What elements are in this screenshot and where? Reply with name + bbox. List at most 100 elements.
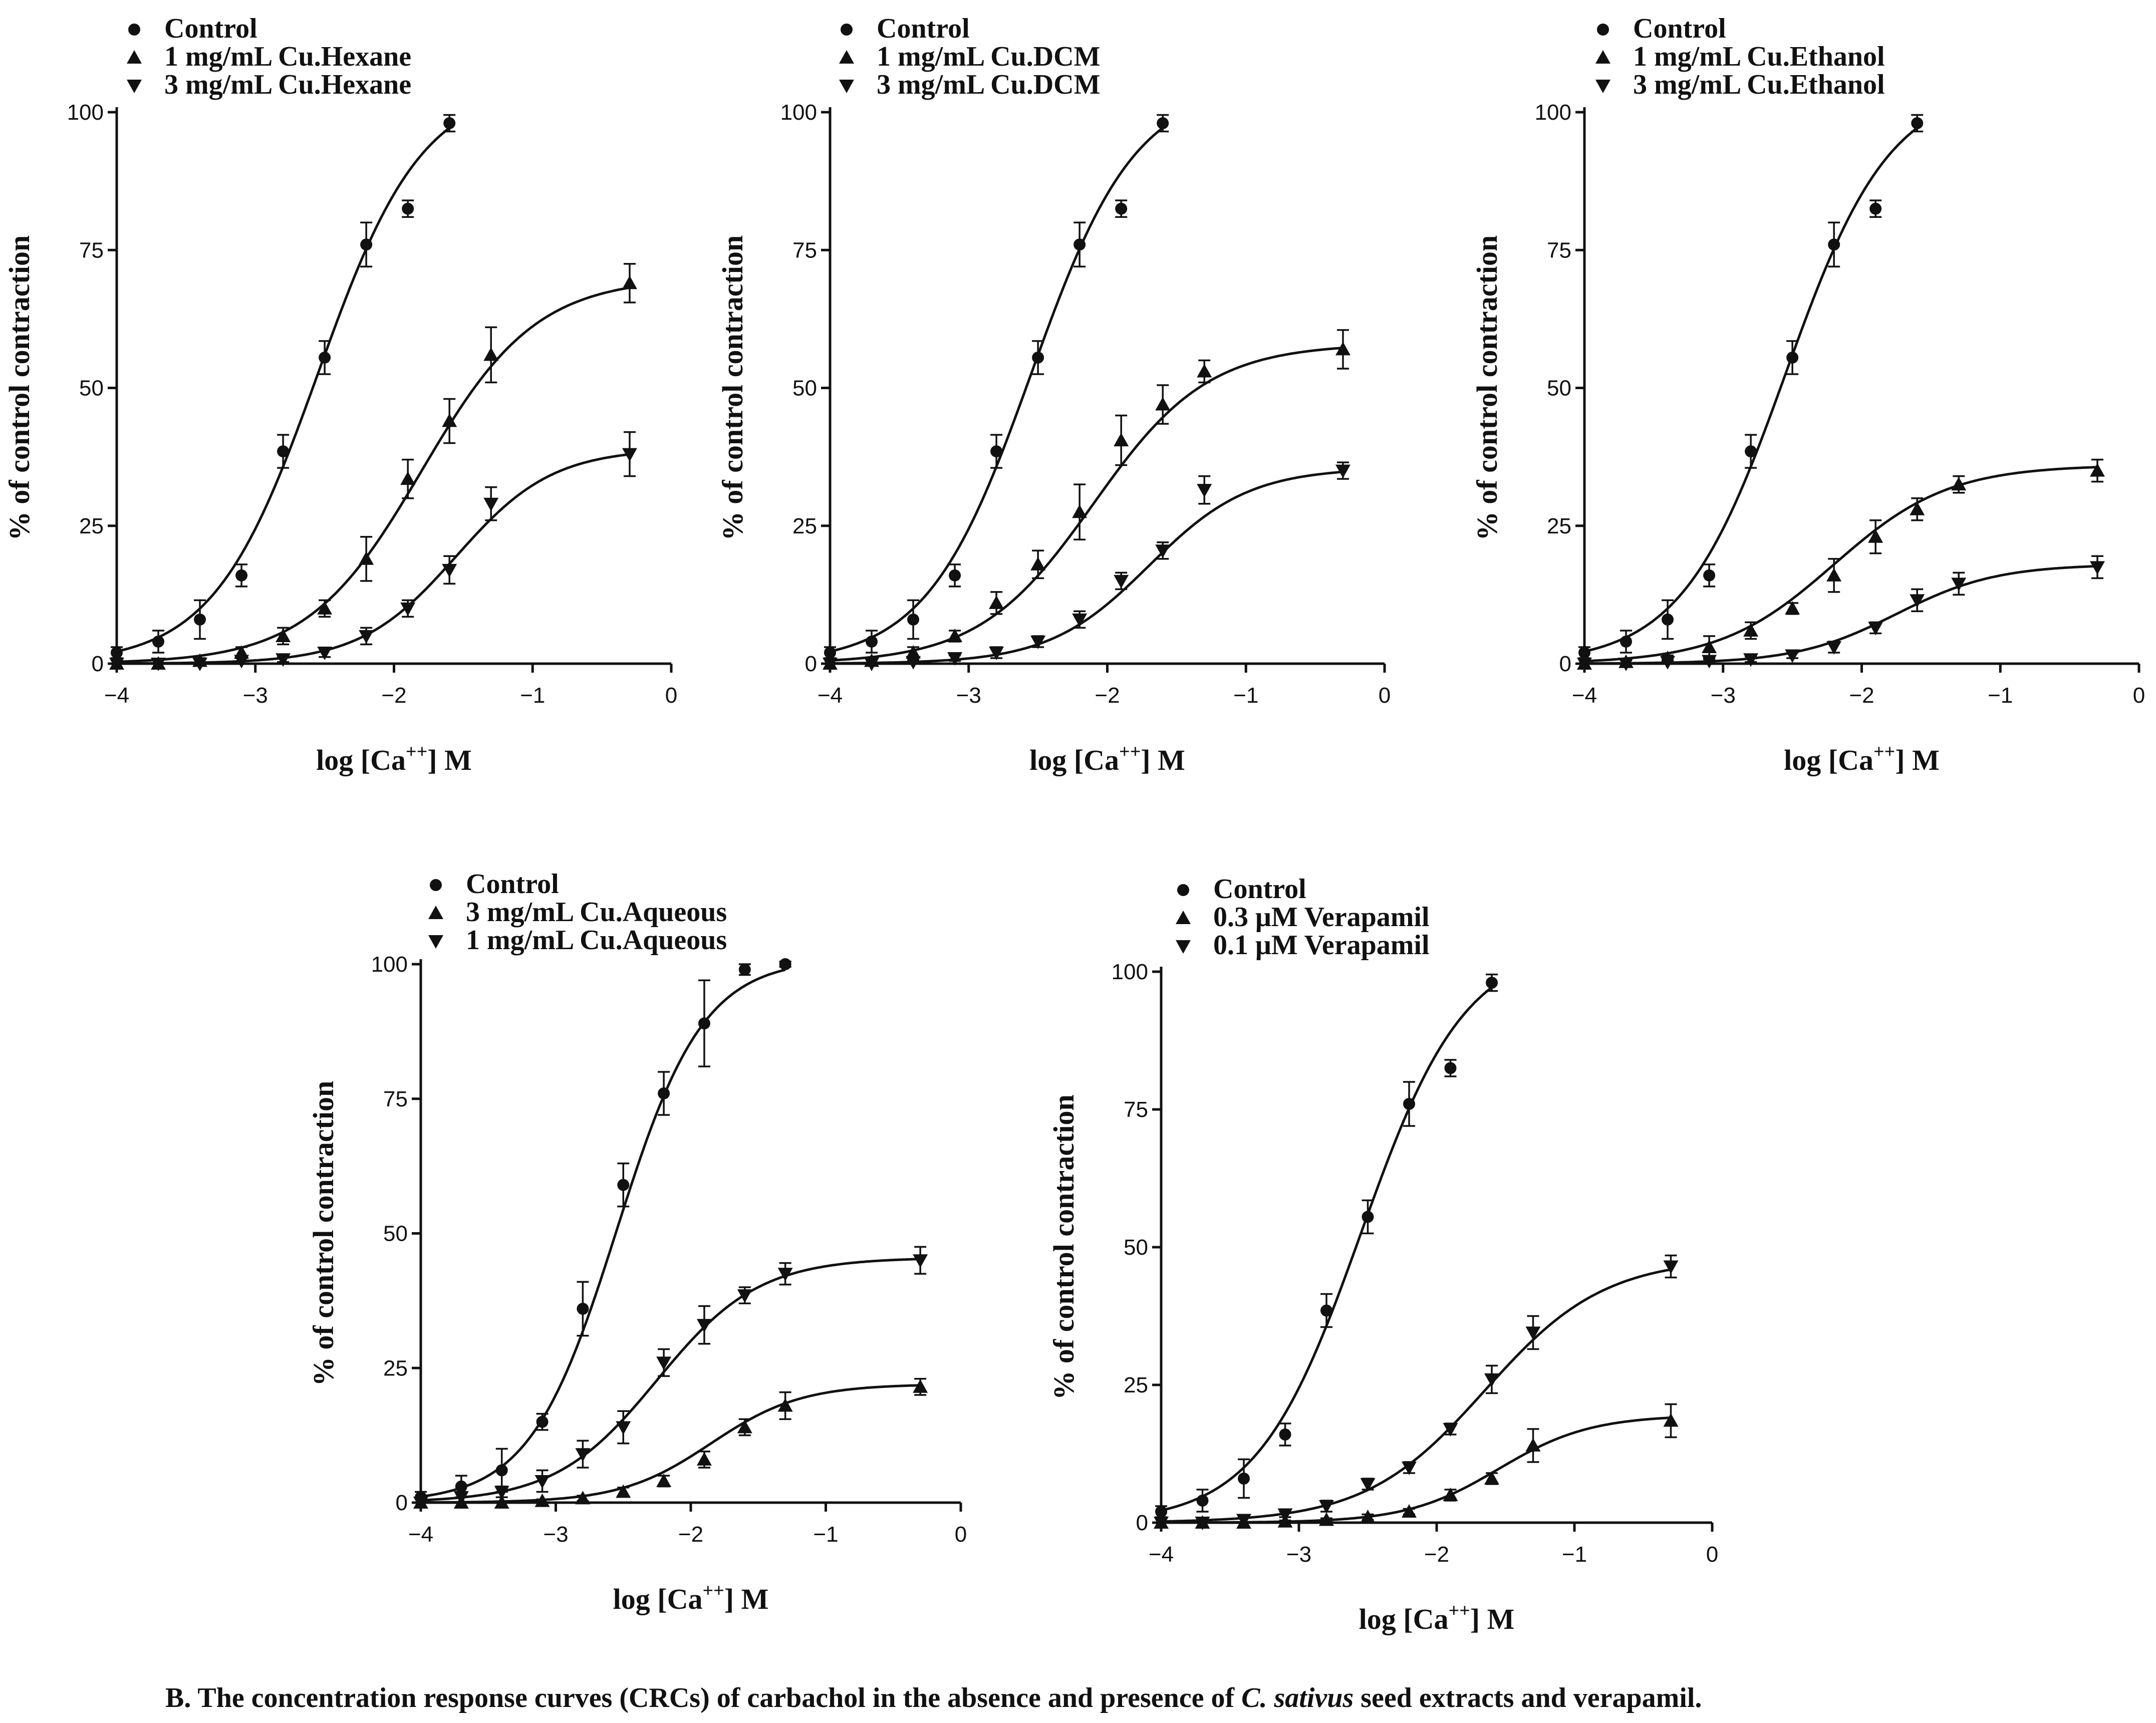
data-point bbox=[1195, 1517, 1210, 1530]
series-1 bbox=[1155, 973, 1498, 1518]
legend-label: 1 mg/mL Cu.Hexane bbox=[164, 41, 411, 72]
legend-label: 1 mg/mL Cu.DCM bbox=[877, 41, 1100, 72]
data-point bbox=[577, 1303, 589, 1315]
series-1 bbox=[111, 114, 456, 659]
x-axis-title: log [Ca++] M bbox=[1029, 741, 1185, 776]
x-axis-title-tail: ] M bbox=[427, 744, 472, 776]
x-tick-label: −2 bbox=[381, 683, 406, 708]
data-point bbox=[319, 351, 331, 364]
series-2 bbox=[1577, 458, 2105, 670]
data-point bbox=[1155, 1506, 1167, 1518]
legend-label: Control bbox=[164, 13, 257, 44]
data-point bbox=[400, 471, 416, 485]
data-point bbox=[400, 602, 416, 616]
data-point bbox=[1525, 1438, 1541, 1452]
chart-panel-4: 0 25 50 75 100 −4 −3 −2 −1 0 log [Ca++] M % of cont… bbox=[307, 869, 967, 1615]
data-point bbox=[1826, 567, 1842, 582]
x-axis-title-main: log [Ca bbox=[316, 744, 406, 776]
x-tick-label: 0 bbox=[665, 683, 677, 708]
series-2 bbox=[1154, 1403, 1679, 1529]
x-tick-label: −4 bbox=[408, 1522, 433, 1547]
data-point bbox=[1197, 364, 1212, 378]
y-tick-label: 100 bbox=[67, 100, 104, 125]
legend-marker bbox=[1595, 50, 1610, 64]
x-axis-title: log [Ca++] M bbox=[316, 741, 472, 776]
y-axis-title: % of control contraction bbox=[307, 1081, 340, 1386]
data-point bbox=[1319, 1500, 1334, 1514]
y-tick-label: 100 bbox=[780, 100, 817, 125]
data-point bbox=[1486, 977, 1498, 989]
x-tick-label: −1 bbox=[1562, 1542, 1587, 1567]
fitted-curve bbox=[1161, 1416, 1671, 1524]
data-point bbox=[276, 628, 291, 642]
legend-marker bbox=[127, 80, 142, 93]
data-point bbox=[906, 645, 921, 659]
x-axis-title: log [Ca++] M bbox=[613, 1580, 769, 1615]
data-point bbox=[1663, 1413, 1679, 1427]
data-point bbox=[1362, 1211, 1374, 1223]
x-tick-label: 0 bbox=[1706, 1542, 1718, 1567]
data-point bbox=[947, 652, 963, 666]
data-point bbox=[1663, 1260, 1679, 1274]
data-point bbox=[1157, 117, 1169, 130]
data-point bbox=[1030, 635, 1046, 649]
x-axis-title-main: log [Ca bbox=[1029, 744, 1119, 776]
legend-label: 3 mg/mL Cu.Hexane bbox=[164, 69, 411, 100]
data-point bbox=[1660, 656, 1676, 670]
data-point bbox=[1444, 1062, 1457, 1074]
data-point bbox=[622, 448, 637, 462]
data-point bbox=[455, 1480, 467, 1493]
data-point bbox=[1335, 342, 1351, 356]
data-point bbox=[360, 238, 373, 251]
data-point bbox=[534, 1475, 550, 1489]
y-tick-label: 0 bbox=[805, 652, 817, 676]
y-tick-label: 0 bbox=[92, 652, 104, 676]
data-point bbox=[1525, 1326, 1541, 1340]
x-tick-label: −1 bbox=[520, 683, 545, 708]
data-point bbox=[1786, 351, 1799, 364]
fitted-curve bbox=[830, 127, 1164, 653]
data-point bbox=[413, 1497, 428, 1510]
data-point bbox=[656, 1356, 672, 1370]
x-tick-label: −1 bbox=[1233, 683, 1258, 708]
x-tick-label: −3 bbox=[543, 1522, 568, 1547]
x-tick-label: 0 bbox=[1379, 683, 1391, 708]
data-point bbox=[907, 613, 920, 626]
y-tick-label: 75 bbox=[1124, 1097, 1148, 1122]
y-tick-label: 25 bbox=[792, 514, 817, 538]
series-2 bbox=[413, 1378, 928, 1509]
legend-marker bbox=[430, 879, 442, 891]
data-point bbox=[1277, 1508, 1293, 1522]
legend-marker bbox=[1595, 80, 1610, 93]
data-point bbox=[1745, 445, 1757, 458]
data-point bbox=[1154, 1517, 1169, 1530]
y-tick-label: 75 bbox=[792, 238, 817, 262]
x-tick-label: −3 bbox=[956, 683, 981, 708]
x-tick-label: −4 bbox=[1149, 1542, 1174, 1567]
x-tick-label: −3 bbox=[1286, 1542, 1311, 1567]
data-point bbox=[442, 413, 457, 427]
x-tick-label: −3 bbox=[1711, 683, 1736, 708]
y-tick-label: 50 bbox=[792, 376, 817, 401]
x-tick-label: −2 bbox=[678, 1522, 703, 1547]
data-point bbox=[483, 347, 499, 361]
data-point bbox=[1951, 578, 1967, 592]
data-point bbox=[1702, 655, 1717, 669]
x-axis-title: log [Ca++] M bbox=[1359, 1600, 1515, 1635]
x-axis-title-sup: ++ bbox=[702, 1580, 724, 1601]
legend-marker bbox=[1597, 24, 1609, 36]
legend-marker bbox=[841, 24, 853, 36]
data-point bbox=[276, 653, 291, 667]
x-axis-title-main: log [Ca bbox=[613, 1583, 703, 1615]
data-point bbox=[111, 646, 123, 659]
series-1 bbox=[824, 114, 1169, 659]
x-axis-title: log [Ca++] M bbox=[1784, 741, 1940, 776]
data-point bbox=[1402, 1462, 1417, 1475]
data-point bbox=[1196, 1495, 1209, 1507]
fitted-curve bbox=[1161, 1268, 1671, 1523]
data-point bbox=[192, 658, 208, 671]
data-point bbox=[1620, 635, 1633, 648]
legend-marker bbox=[428, 935, 443, 949]
data-point bbox=[949, 569, 961, 582]
